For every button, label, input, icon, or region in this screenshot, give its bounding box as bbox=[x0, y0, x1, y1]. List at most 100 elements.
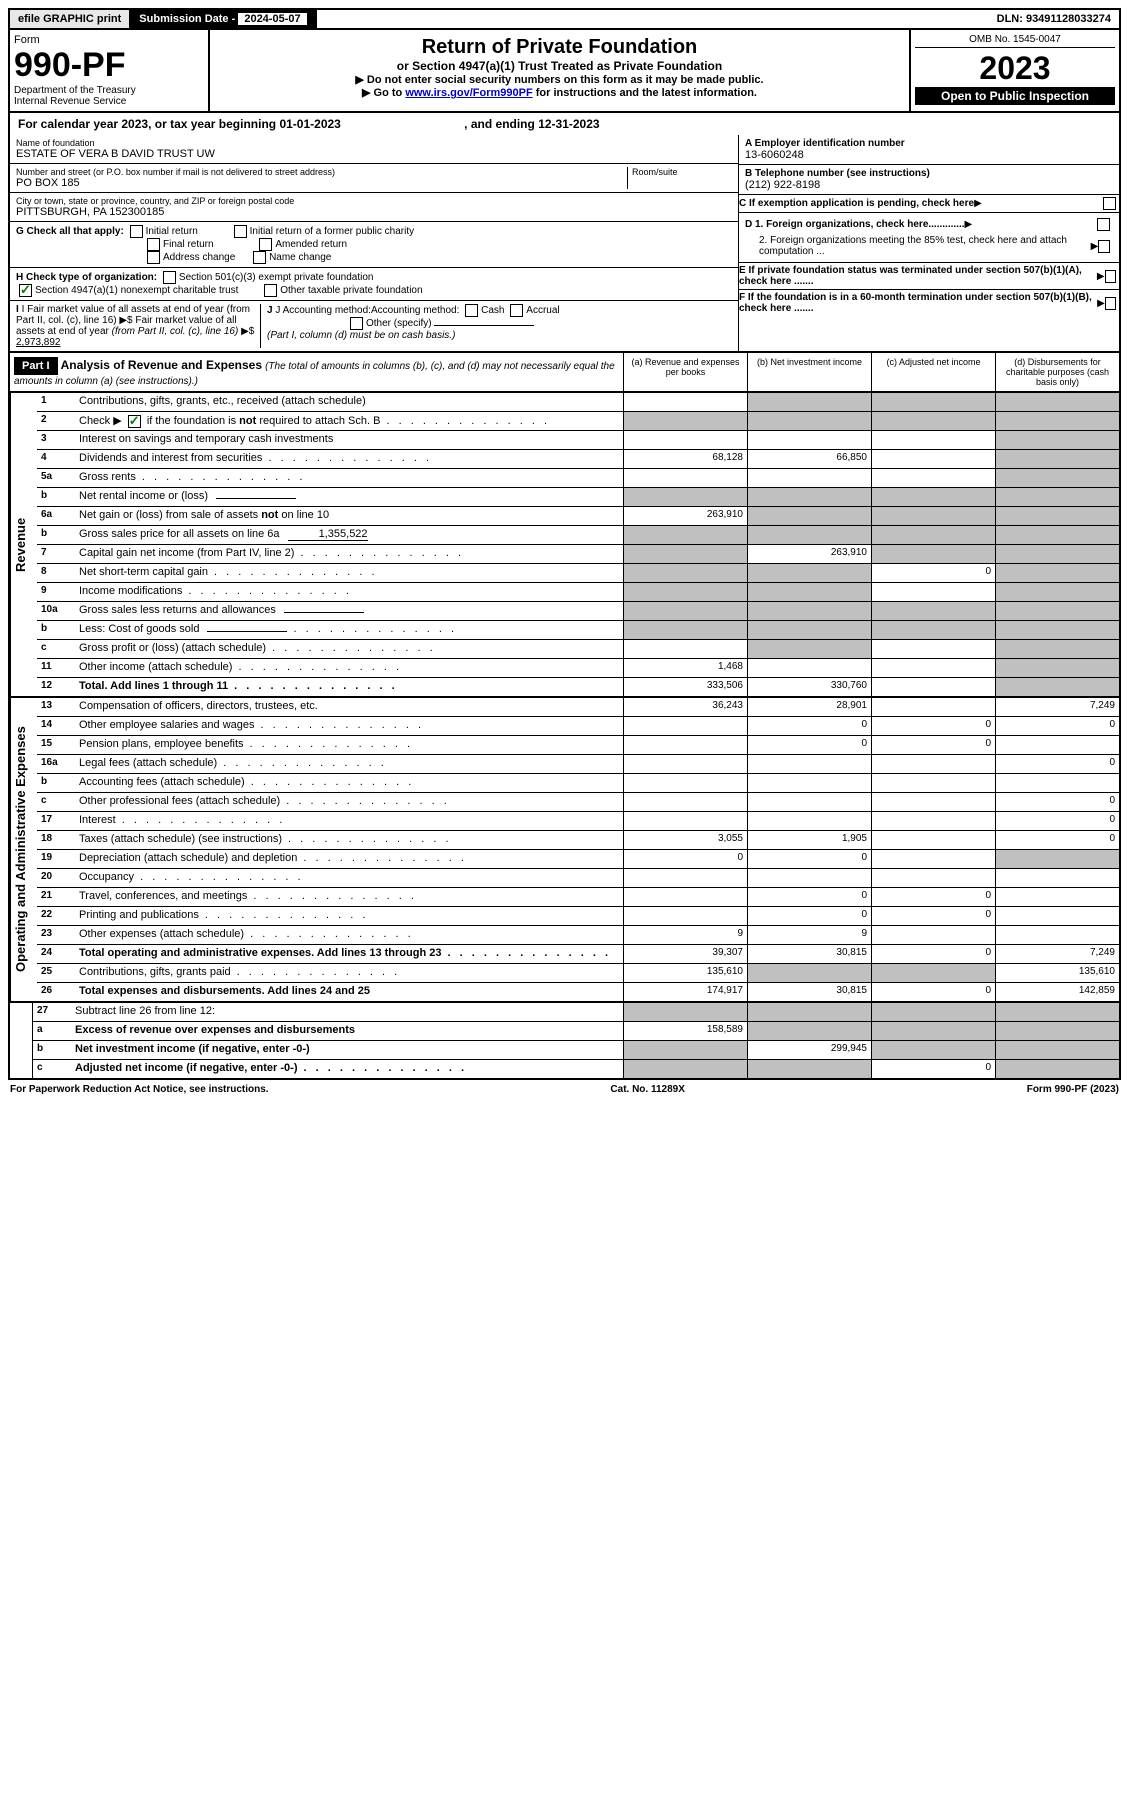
data-cell bbox=[871, 926, 995, 944]
data-cell bbox=[871, 602, 995, 620]
data-cell: 66,850 bbox=[747, 450, 871, 468]
data-cell bbox=[623, 640, 747, 658]
foreign-org-checkbox[interactable] bbox=[1097, 218, 1110, 231]
data-cell: 9 bbox=[747, 926, 871, 944]
table-row: 5aGross rents bbox=[37, 469, 1119, 488]
initial-return-checkbox[interactable] bbox=[130, 225, 143, 238]
row-label: Compensation of officers, directors, tru… bbox=[75, 698, 623, 716]
table-row: 16aLegal fees (attach schedule)0 bbox=[37, 755, 1119, 774]
table-row: 20Occupancy bbox=[37, 869, 1119, 888]
row-number: 9 bbox=[37, 583, 75, 601]
data-cell bbox=[623, 907, 747, 925]
data-cell bbox=[995, 926, 1119, 944]
inline-value: 1,355,522 bbox=[288, 528, 368, 541]
data-cell bbox=[623, 812, 747, 830]
60month-checkbox[interactable] bbox=[1105, 297, 1116, 310]
table-row: 13Compensation of officers, directors, t… bbox=[37, 698, 1119, 717]
data-cell bbox=[623, 602, 747, 620]
catalog-number: Cat. No. 11289X bbox=[610, 1084, 684, 1095]
data-cell bbox=[995, 545, 1119, 563]
data-cell bbox=[995, 907, 1119, 925]
data-cell bbox=[871, 678, 995, 696]
data-cell bbox=[995, 850, 1119, 868]
efile-print-button[interactable]: efile GRAPHIC print bbox=[10, 10, 131, 28]
row-number: 25 bbox=[37, 964, 75, 982]
row-label: Total operating and administrative expen… bbox=[75, 945, 623, 963]
paperwork-notice: For Paperwork Reduction Act Notice, see … bbox=[10, 1084, 269, 1095]
row-label: Total. Add lines 1 through 11 bbox=[75, 678, 623, 696]
data-cell: 9 bbox=[623, 926, 747, 944]
row-number: 6a bbox=[37, 507, 75, 525]
row-number: c bbox=[37, 640, 75, 658]
foundation-name: ESTATE OF VERA B DAVID TRUST UW bbox=[16, 148, 732, 160]
row-label: Check ▶ if the foundation is not require… bbox=[75, 412, 623, 430]
row-label: Gross profit or (loss) (attach schedule) bbox=[75, 640, 623, 658]
other-taxable-checkbox[interactable] bbox=[264, 284, 277, 297]
row-label: Interest bbox=[75, 812, 623, 830]
data-cell bbox=[995, 507, 1119, 525]
col-b-header: (b) Net investment income bbox=[747, 353, 871, 391]
data-cell: 0 bbox=[995, 793, 1119, 811]
address-change-checkbox[interactable] bbox=[147, 251, 160, 264]
part1-header: Part I Analysis of Revenue and Expenses … bbox=[8, 353, 1121, 393]
revenue-side-label: Revenue bbox=[10, 393, 37, 696]
85pct-checkbox[interactable] bbox=[1098, 240, 1110, 253]
data-cell: 0 bbox=[747, 736, 871, 754]
table-row: 17Interest0 bbox=[37, 812, 1119, 831]
name-change-checkbox[interactable] bbox=[253, 251, 266, 264]
row-number: 5a bbox=[37, 469, 75, 487]
row-number: 4 bbox=[37, 450, 75, 468]
data-cell bbox=[871, 774, 995, 792]
row-number: 13 bbox=[37, 698, 75, 716]
exemption-pending-checkbox[interactable] bbox=[1103, 197, 1116, 210]
col-c-header: (c) Adjusted net income bbox=[871, 353, 995, 391]
data-cell bbox=[871, 450, 995, 468]
row-label: Other income (attach schedule) bbox=[75, 659, 623, 677]
data-cell bbox=[995, 583, 1119, 601]
501c3-checkbox[interactable] bbox=[163, 271, 176, 284]
table-row: 1Contributions, gifts, grants, etc., rec… bbox=[37, 393, 1119, 412]
row-label: Occupancy bbox=[75, 869, 623, 887]
table-row: bGross sales price for all assets on lin… bbox=[37, 526, 1119, 545]
accrual-checkbox[interactable] bbox=[510, 304, 523, 317]
data-cell bbox=[747, 621, 871, 639]
row-number: b bbox=[37, 526, 75, 544]
data-cell bbox=[871, 755, 995, 773]
data-cell bbox=[995, 678, 1119, 696]
amended-return-checkbox[interactable] bbox=[259, 238, 272, 251]
data-cell bbox=[995, 564, 1119, 582]
cash-checkbox[interactable] bbox=[465, 304, 478, 317]
table-row: 19Depreciation (attach schedule) and dep… bbox=[37, 850, 1119, 869]
form-header: Form 990-PF Department of the Treasury I… bbox=[8, 30, 1121, 113]
terminated-checkbox[interactable] bbox=[1105, 270, 1116, 283]
row-number: b bbox=[37, 488, 75, 506]
table-row: 23Other expenses (attach schedule)99 bbox=[37, 926, 1119, 945]
data-cell bbox=[995, 488, 1119, 506]
data-cell: 7,249 bbox=[995, 698, 1119, 716]
initial-former-checkbox[interactable] bbox=[234, 225, 247, 238]
data-cell bbox=[623, 564, 747, 582]
4947a1-checkbox[interactable] bbox=[19, 284, 32, 297]
row-number: c bbox=[33, 1060, 71, 1078]
row-label: Other professional fees (attach schedule… bbox=[75, 793, 623, 811]
data-cell bbox=[623, 583, 747, 601]
data-cell bbox=[871, 488, 995, 506]
row-label: Subtract line 26 from line 12: bbox=[71, 1003, 623, 1021]
data-cell bbox=[871, 469, 995, 487]
data-cell bbox=[871, 1003, 995, 1021]
schb-checkbox[interactable] bbox=[128, 415, 141, 428]
row-number: 16a bbox=[37, 755, 75, 773]
final-return-checkbox[interactable] bbox=[147, 238, 160, 251]
table-row: 12Total. Add lines 1 through 11333,50633… bbox=[37, 678, 1119, 696]
other-method-checkbox[interactable] bbox=[350, 317, 363, 330]
data-cell: 333,506 bbox=[623, 678, 747, 696]
irs-link[interactable]: www.irs.gov/Form990PF bbox=[405, 87, 532, 99]
data-cell: 36,243 bbox=[623, 698, 747, 716]
dln: DLN: 93491128033274 bbox=[989, 10, 1119, 28]
data-cell bbox=[995, 774, 1119, 792]
data-cell bbox=[623, 393, 747, 411]
table-row: 15Pension plans, employee benefits00 bbox=[37, 736, 1119, 755]
data-cell: 299,945 bbox=[747, 1041, 871, 1059]
row-number: 15 bbox=[37, 736, 75, 754]
data-cell bbox=[871, 412, 995, 430]
